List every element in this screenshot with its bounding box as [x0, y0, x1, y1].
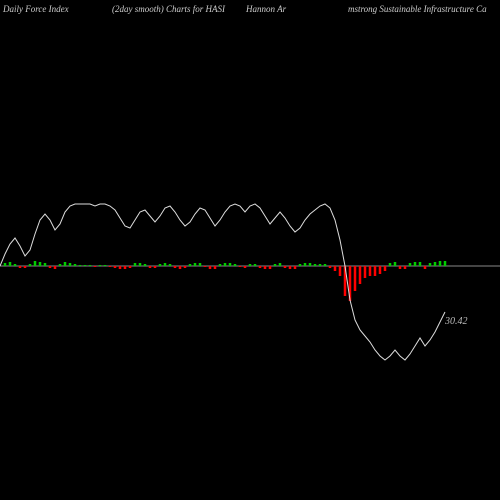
force-index-chart: 30.42: [0, 20, 500, 480]
header-seg-1: Daily Force Index: [3, 4, 69, 14]
header-seg-3: Hannon Ar: [246, 4, 286, 14]
header-seg-4: mstrong Sustainable Infrastructure Ca: [348, 4, 487, 14]
chart-svg: [0, 20, 500, 480]
chart-title-header: Daily Force Index (2day smooth) Charts f…: [0, 4, 500, 14]
header-seg-2: (2day smooth) Charts for HASI: [112, 4, 225, 14]
price-annotation: 30.42: [445, 316, 468, 327]
